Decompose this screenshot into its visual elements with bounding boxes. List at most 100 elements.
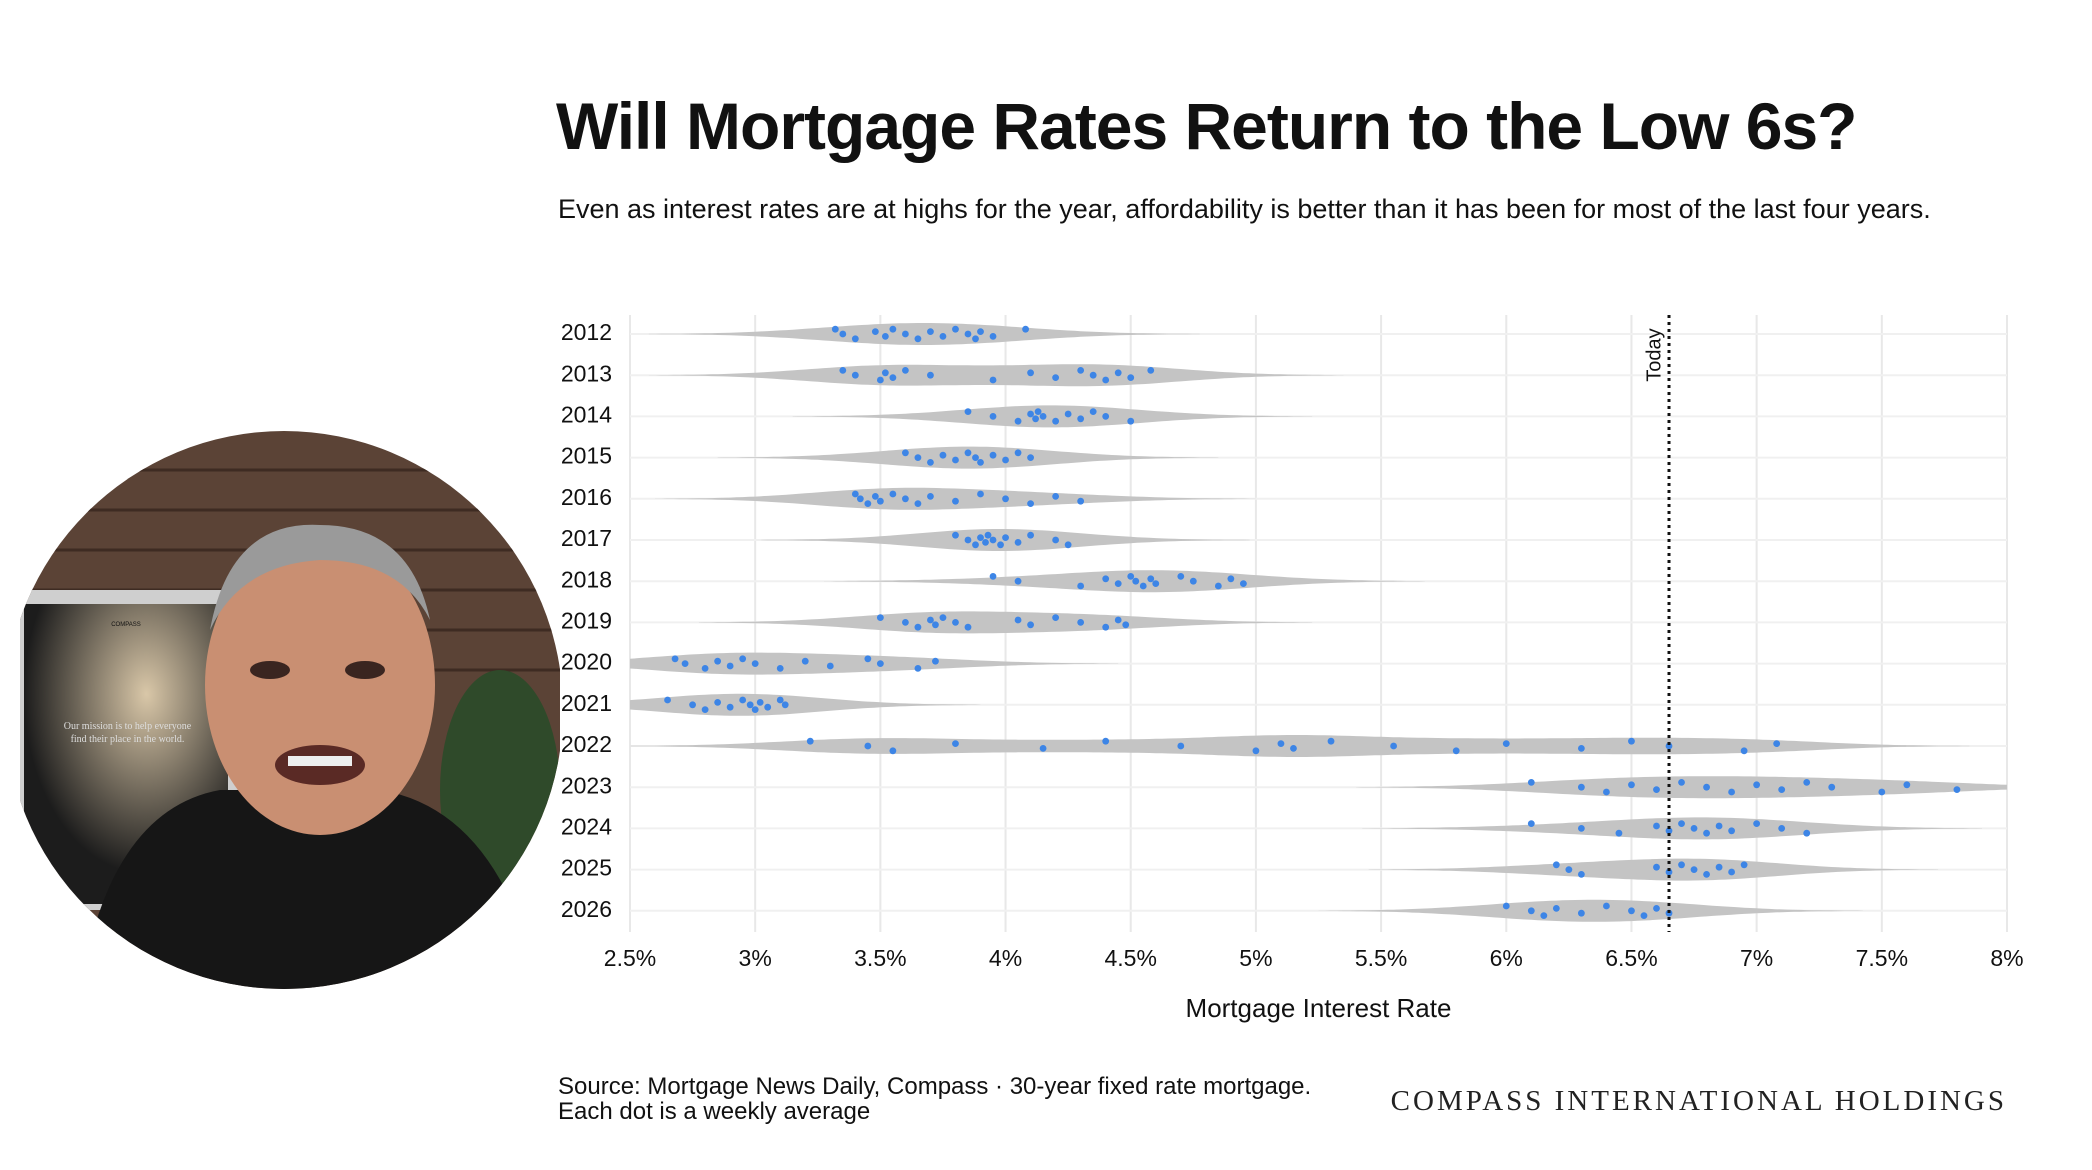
- data-dot: [914, 454, 922, 461]
- data-dot: [1390, 742, 1398, 750]
- data-dot: [1603, 902, 1610, 910]
- data-dot: [1527, 779, 1535, 786]
- data-dot: [881, 369, 889, 377]
- data-dot: [1703, 783, 1710, 791]
- x-tick-label: 2.5%: [604, 945, 656, 971]
- x-axis-label: Mortgage Interest Rate: [1186, 993, 1452, 1023]
- data-dot: [1653, 786, 1660, 793]
- data-dot: [989, 333, 997, 340]
- data-dot: [1114, 580, 1122, 587]
- data-dot: [1953, 786, 1961, 793]
- data-dot: [701, 665, 709, 672]
- data-dot: [977, 490, 984, 498]
- data-dot: [864, 500, 872, 507]
- violin: [824, 570, 1425, 593]
- data-dot: [1027, 369, 1034, 377]
- data-dot: [902, 449, 909, 457]
- data-dot: [1252, 747, 1260, 755]
- data-dot: [1002, 495, 1009, 503]
- y-tick-label: 2012: [561, 319, 612, 345]
- presenter-video: COMPASS Our mission is to help everyone …: [20, 431, 560, 989]
- violin: [648, 323, 1200, 345]
- data-dot: [1803, 829, 1811, 837]
- data-dot: [1014, 417, 1022, 425]
- data-dot: [876, 614, 884, 621]
- data-dot: [1139, 582, 1147, 590]
- violin: [630, 652, 1119, 675]
- data-dot: [876, 497, 884, 505]
- data-dot: [751, 706, 759, 713]
- data-dot: [1014, 449, 1022, 457]
- data-dot: [1903, 781, 1911, 789]
- data-dot: [1147, 367, 1155, 374]
- data-dot: [1102, 623, 1110, 631]
- data-dot: [927, 371, 934, 379]
- data-dot: [977, 459, 984, 466]
- data-dot: [1452, 747, 1460, 755]
- data-dot: [977, 328, 984, 335]
- data-dot: [932, 657, 939, 665]
- violin: [1362, 817, 1982, 840]
- data-dot: [1127, 417, 1135, 425]
- x-tick-label: 8%: [1990, 945, 2023, 971]
- data-dot: [1678, 779, 1685, 786]
- data-dot: [1753, 820, 1761, 827]
- data-dot: [1628, 907, 1635, 915]
- data-dot: [1027, 410, 1034, 418]
- data-dot: [889, 490, 897, 498]
- data-dot: [1502, 902, 1510, 910]
- data-dot: [681, 660, 689, 667]
- data-dot: [1753, 781, 1761, 789]
- data-dot: [1027, 454, 1034, 461]
- data-dot: [914, 335, 922, 343]
- data-dot: [1077, 367, 1085, 374]
- data-dot: [664, 696, 671, 704]
- data-dot: [1027, 621, 1034, 629]
- violin: [1368, 858, 1939, 881]
- data-dot: [964, 408, 972, 415]
- data-dot: [851, 335, 859, 343]
- data-dot: [739, 655, 747, 663]
- data-dot: [751, 660, 759, 667]
- y-tick-label: 2018: [561, 566, 612, 592]
- data-dot: [914, 665, 922, 672]
- data-dot: [839, 330, 847, 338]
- data-dot: [1027, 500, 1034, 507]
- today-label: Today: [1643, 328, 1665, 381]
- data-dot: [1678, 861, 1685, 869]
- data-dot: [1828, 783, 1836, 791]
- data-dot: [1728, 868, 1735, 876]
- data-dot: [1878, 788, 1886, 796]
- data-dot: [1728, 827, 1735, 835]
- data-dot: [776, 696, 784, 704]
- data-dot: [1239, 580, 1247, 587]
- data-dot: [764, 703, 772, 711]
- data-dot: [1277, 740, 1285, 747]
- data-dot: [1603, 788, 1610, 796]
- data-dot: [1552, 905, 1560, 912]
- data-dot: [1773, 740, 1781, 747]
- data-dot: [864, 742, 872, 750]
- data-dot: [1214, 582, 1222, 590]
- data-dot: [701, 706, 709, 713]
- data-dot: [982, 539, 989, 546]
- x-tick-label: 3.5%: [854, 945, 906, 971]
- data-dot: [1653, 905, 1660, 912]
- data-dot: [1052, 614, 1060, 621]
- data-dot: [939, 614, 947, 621]
- data-dot: [1032, 415, 1039, 423]
- data-dot: [1077, 415, 1085, 423]
- data-dot: [1147, 575, 1155, 583]
- y-tick-label: 2025: [561, 855, 612, 881]
- poster-brand: COMPASS: [111, 622, 141, 628]
- data-dot: [1114, 616, 1122, 624]
- data-dot: [1064, 541, 1072, 549]
- data-dot: [876, 660, 884, 667]
- data-dot: [1728, 788, 1735, 796]
- data-dot: [1177, 742, 1185, 750]
- y-tick-label: 2023: [561, 772, 612, 798]
- data-dot: [1327, 737, 1335, 745]
- data-dot: [1527, 907, 1535, 915]
- data-dot: [1027, 531, 1034, 539]
